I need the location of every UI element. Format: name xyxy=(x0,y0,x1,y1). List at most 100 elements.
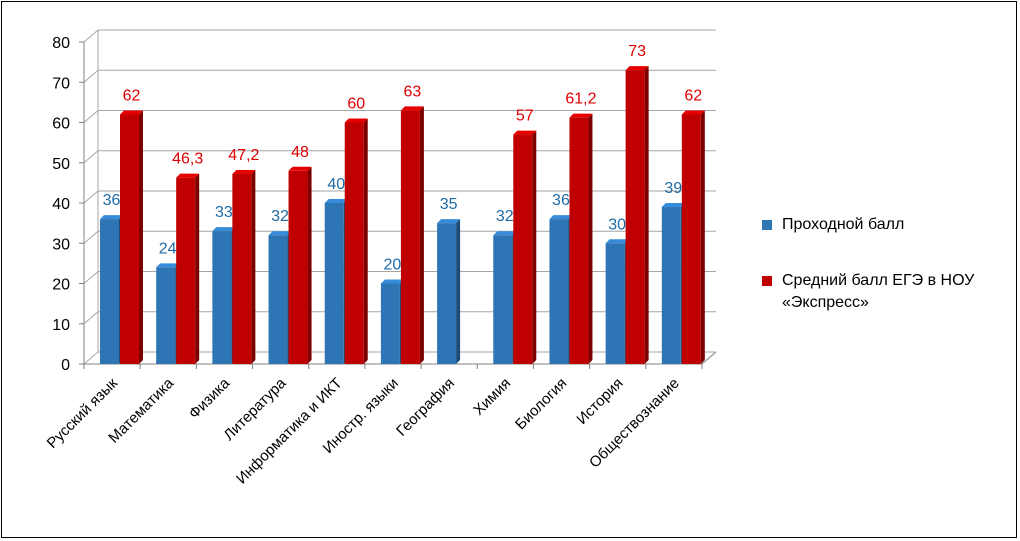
bar-average-score-top xyxy=(569,113,593,118)
legend-item-average-score: Средний балл ЕГЭ в НОУ «Экспресс» xyxy=(762,270,1012,314)
bar-passing-score xyxy=(100,215,123,364)
bar-average-score-top xyxy=(513,130,537,135)
bar-average-score-front xyxy=(625,70,645,365)
legend-swatch-red xyxy=(762,276,772,286)
x-category-label: Информатика и ИКТ xyxy=(233,375,346,488)
bar-passing-score-side xyxy=(456,219,461,364)
bar-average-score-side xyxy=(251,170,256,364)
legend-label-passing-score: Проходной балл xyxy=(782,216,905,233)
bar-passing-score-top xyxy=(605,239,629,244)
y-tick-label: 70 xyxy=(52,75,70,92)
data-labels: 36 62 24 46,3 33 47,2 32 48 40 60 20 63 35 32 57 36 61,2… xyxy=(103,43,703,273)
bar-average-score-top xyxy=(288,166,312,171)
data-label-average-score: 61,2 xyxy=(565,91,596,108)
bar-passing-score-top xyxy=(549,215,573,220)
bar-passing-score-top xyxy=(100,215,123,220)
bar-average-score xyxy=(513,130,537,364)
data-label-passing-score: 36 xyxy=(103,192,121,209)
bar-average-score-side xyxy=(700,110,705,364)
x-category-label: Русский язык xyxy=(44,375,122,453)
bar-average-score-front xyxy=(232,174,252,364)
bar-passing-score-top xyxy=(156,263,180,268)
bar-passing-score-front xyxy=(156,267,176,364)
bars xyxy=(100,66,705,365)
data-label-passing-score: 32 xyxy=(496,208,514,225)
y-tick-label: 60 xyxy=(52,116,70,133)
bar-average-score-front xyxy=(288,170,308,364)
data-label-average-score: 73 xyxy=(628,43,646,60)
y-tick-label: 50 xyxy=(52,156,70,173)
x-category-label: История xyxy=(573,375,626,428)
gridline-diagonal xyxy=(83,230,99,244)
data-label-passing-score: 32 xyxy=(271,208,289,225)
bar-passing-score xyxy=(324,199,348,364)
bar-passing-score xyxy=(212,227,236,364)
bar-passing-score-top xyxy=(437,219,461,224)
bar-average-score-front xyxy=(400,110,420,364)
bar-average-score xyxy=(120,110,143,364)
x-category-label: Химия xyxy=(470,375,514,419)
bar-passing-score-top xyxy=(324,199,348,203)
data-label-average-score: 63 xyxy=(404,83,422,100)
data-label-passing-score: 36 xyxy=(552,192,570,209)
bar-passing-score xyxy=(661,203,685,364)
bar-passing-score-top xyxy=(661,203,685,208)
floor-right-edge xyxy=(701,351,717,365)
data-label-average-score: 62 xyxy=(684,87,702,104)
bar-passing-score-front xyxy=(380,283,400,364)
gridline-diagonal xyxy=(83,150,99,164)
bar-average-score xyxy=(344,118,368,364)
bar-average-score-side xyxy=(588,113,593,364)
gridline-diagonal xyxy=(83,271,99,284)
bar-average-score xyxy=(288,166,312,364)
bar-passing-score-front xyxy=(661,207,681,364)
bar-average-score xyxy=(625,66,649,365)
bar-passing-score xyxy=(493,231,517,364)
legend-label-average-score: Средний балл ЕГЭ в НОУ «Экспресс» xyxy=(782,272,975,311)
data-label-average-score: 48 xyxy=(291,144,309,161)
bar-average-score-side xyxy=(532,130,537,364)
bar-average-score-top xyxy=(400,106,424,111)
y-tick-label: 30 xyxy=(52,236,70,253)
bar-average-score-side xyxy=(363,118,368,364)
bar-passing-score-top xyxy=(493,231,517,236)
bar-passing-score-top xyxy=(268,231,292,236)
bar-average-score xyxy=(569,113,593,364)
bar-average-score-top xyxy=(176,173,200,178)
bar-average-score-front xyxy=(513,134,533,364)
bar-average-score-side xyxy=(307,166,312,364)
bar-passing-score xyxy=(549,215,573,364)
bar-passing-score-front xyxy=(437,223,457,364)
legend-swatch-blue xyxy=(762,220,772,230)
bar-average-score-side xyxy=(139,110,143,364)
bar-average-score-side xyxy=(419,106,424,365)
bar-passing-score-top xyxy=(212,227,236,232)
gridline-diagonal xyxy=(83,110,99,123)
data-label-average-score: 47,2 xyxy=(228,147,259,164)
y-tick-label: 40 xyxy=(52,196,70,213)
bar-average-score-top xyxy=(681,110,705,115)
bar-average-score-top xyxy=(625,66,649,71)
bar-average-score-top xyxy=(232,170,256,175)
data-label-passing-score: 20 xyxy=(384,257,402,274)
gridline-diagonal xyxy=(83,29,99,43)
bar-passing-score-front xyxy=(493,235,513,364)
gridline-diagonal xyxy=(83,69,99,83)
data-label-passing-score: 40 xyxy=(327,176,345,193)
bar-average-score xyxy=(176,173,200,364)
bar-average-score-top xyxy=(120,110,143,115)
gridline-diagonal xyxy=(83,190,99,204)
bar-average-score-front xyxy=(681,114,701,364)
bar-passing-score xyxy=(380,279,404,364)
y-tick-label: 20 xyxy=(52,277,70,294)
data-label-passing-score: 33 xyxy=(215,204,233,221)
bar-passing-score xyxy=(437,219,461,364)
bar-average-score-top xyxy=(344,118,368,123)
bar-average-score-front xyxy=(569,117,589,364)
data-label-passing-score: 30 xyxy=(608,216,626,233)
data-label-average-score: 46,3 xyxy=(172,151,203,168)
y-tick-label: 80 xyxy=(52,35,70,52)
gridline-diagonal xyxy=(83,311,99,325)
bar-average-score xyxy=(232,170,256,364)
